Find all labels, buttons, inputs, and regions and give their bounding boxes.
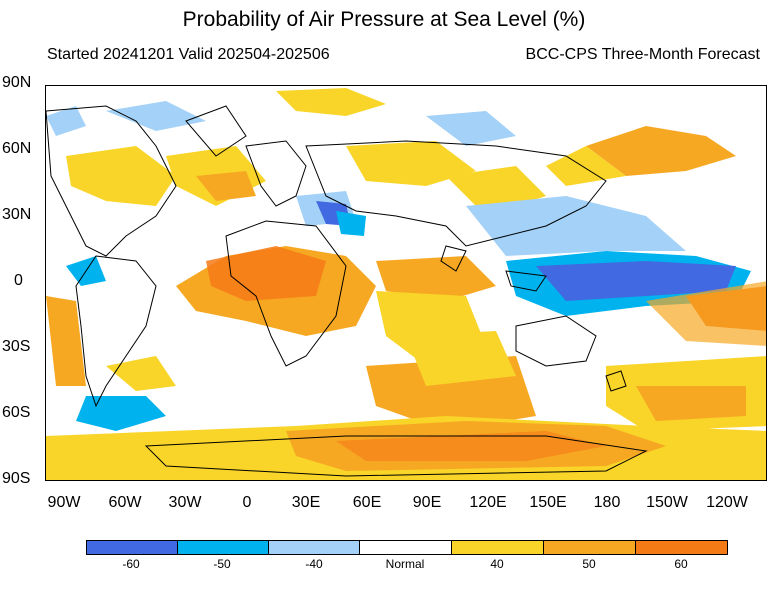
lon-label-150w: 150W xyxy=(646,494,688,511)
colorbar-swatch-50 xyxy=(543,540,636,555)
lat-label-30n: 30N xyxy=(2,206,32,223)
colorbar-label-minus40: -40 xyxy=(305,557,323,571)
lon-label-180: 180 xyxy=(593,494,621,511)
lon-label-120w: 120W xyxy=(706,494,748,511)
map-frame xyxy=(45,85,767,481)
colorbar-label-60: 60 xyxy=(674,557,688,571)
colorbar-label-40: 40 xyxy=(490,557,504,571)
lon-label-60e: 60E xyxy=(352,494,382,511)
colorbar-swatch-minus60 xyxy=(86,540,178,555)
coastlines xyxy=(46,105,648,477)
lat-label-90s: 90S xyxy=(2,470,31,487)
colorbar-label-50: 50 xyxy=(582,557,596,571)
colorbar-label-normal: Normal xyxy=(385,557,425,571)
lon-label-30e: 30E xyxy=(291,494,321,511)
model-subtitle: BCC-CPS Three-Month Forecast xyxy=(525,46,760,63)
lon-label-0: 0 xyxy=(242,494,252,511)
anomaly-fields xyxy=(46,88,766,480)
lat-label-30s: 30S xyxy=(2,338,31,355)
lon-label-150e: 150E xyxy=(529,494,567,511)
lat-label-0: 0 xyxy=(14,272,23,289)
lon-label-90w: 90W xyxy=(47,494,81,511)
lat-label-90n: 90N xyxy=(2,74,32,91)
colorbar-swatch-minus50 xyxy=(177,540,269,555)
forecast-period-subtitle: Started 20241201 Valid 202504-202506 xyxy=(47,46,330,63)
map-title: Probability of Air Pressure at Sea Level… xyxy=(182,8,586,31)
lat-label-60n: 60N xyxy=(2,140,32,157)
lon-label-30w: 30W xyxy=(168,494,202,511)
colorbar-swatch-40 xyxy=(451,540,544,555)
lon-label-90e: 90E xyxy=(412,494,442,511)
colorbar-label-minus60: -60 xyxy=(122,557,140,571)
lon-label-120e: 120E xyxy=(469,494,507,511)
lat-label-60s: 60S xyxy=(2,404,31,421)
probability-map xyxy=(46,88,766,480)
lon-label-60w: 60W xyxy=(108,494,142,511)
colorbar-swatch-minus40 xyxy=(268,540,360,555)
colorbar-swatch-60 xyxy=(635,540,728,555)
colorbar-label-minus50: -50 xyxy=(213,557,231,571)
colorbar-swatch-normal xyxy=(359,540,452,555)
